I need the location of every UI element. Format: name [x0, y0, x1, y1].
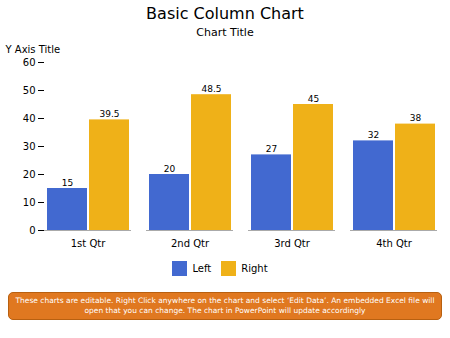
- svg-text:45: 45: [308, 94, 319, 104]
- svg-text:38: 38: [410, 113, 422, 123]
- svg-text:30: 30: [23, 141, 36, 152]
- svg-text:15: 15: [62, 178, 73, 188]
- svg-text:10: 10: [23, 197, 36, 208]
- html-text:Chart Title: Chart Title: [196, 26, 254, 39]
- svg-text:27: 27: [266, 144, 277, 154]
- svg-text:Y Axis Title: Y Axis Title: [5, 44, 61, 55]
- svg-text:50: 50: [23, 85, 36, 96]
- svg-text:3rd Qtr: 3rd Qtr: [274, 238, 311, 249]
- svg-text:2nd Qtr: 2nd Qtr: [171, 238, 210, 249]
- html-text:open that you can change. The: open that you can change. The chart in P…: [84, 306, 366, 315]
- svg-text:40: 40: [23, 113, 36, 124]
- html-text:Left: Left: [192, 263, 212, 274]
- svg-text:48.5: 48.5: [201, 84, 221, 94]
- html-text:Right: Right: [241, 263, 268, 274]
- svg-text:39.5: 39.5: [99, 109, 119, 119]
- html-text:These charts are editable. Rig: These charts are editable. Right Click a…: [15, 296, 435, 305]
- svg-text:60: 60: [23, 57, 36, 68]
- svg-text:20: 20: [23, 169, 36, 180]
- svg-text:32: 32: [368, 130, 379, 140]
- html-text:Basic Column Chart: Basic Column Chart: [146, 4, 304, 23]
- svg-text:1st Qtr: 1st Qtr: [71, 238, 106, 249]
- svg-text:20: 20: [164, 164, 176, 174]
- svg-text:0: 0: [29, 225, 35, 236]
- svg-text:4th Qtr: 4th Qtr: [376, 238, 413, 249]
